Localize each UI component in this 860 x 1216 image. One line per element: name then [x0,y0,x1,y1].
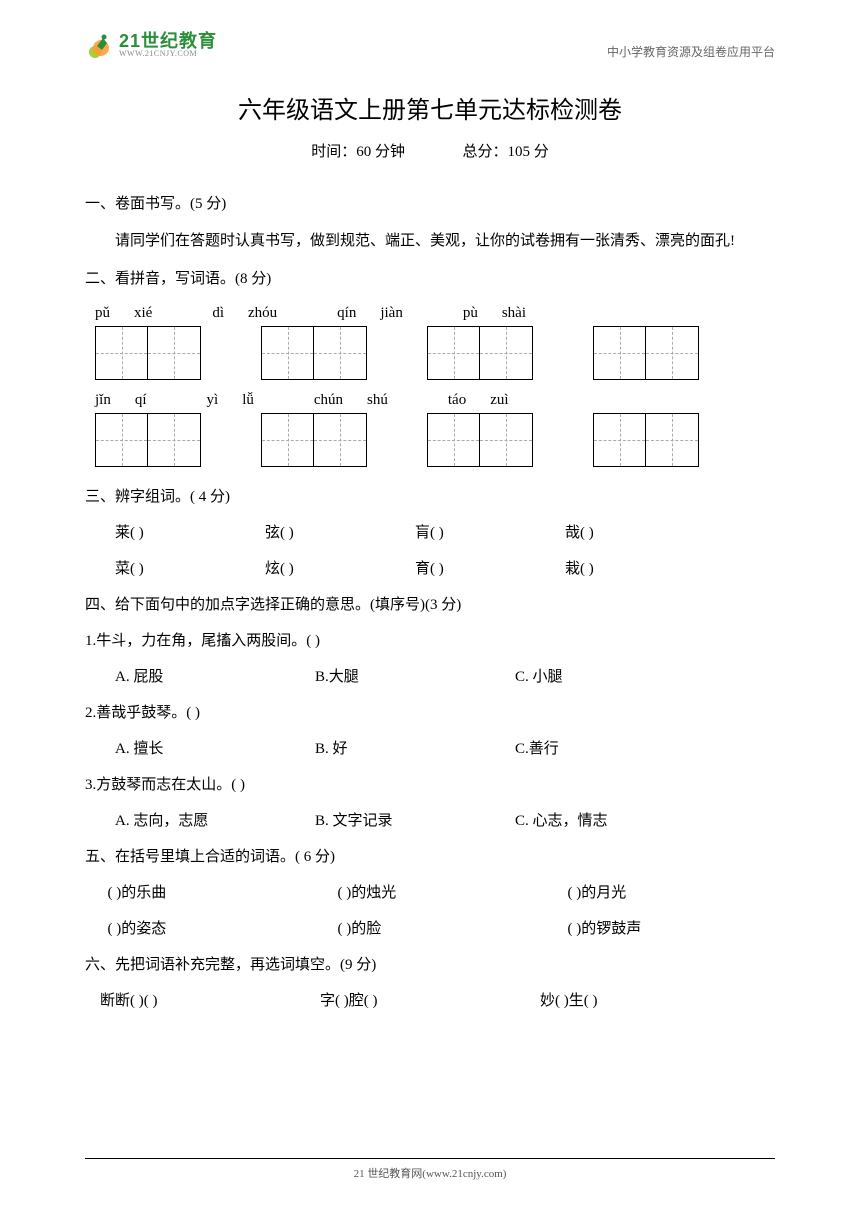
tian-grid[interactable] [427,413,533,467]
page-header: 21世纪教育 WWW.21CNJY.COM 中小学教育资源及组卷应用平台 [85,30,775,65]
tian-grid-row-1 [85,326,775,380]
option-a[interactable]: A. 擅长 [115,731,315,767]
fill-blank[interactable]: ( )的乐曲 [108,875,268,911]
pinyin-row-2: jǐn qí yì lǚ chún shú táo zuì [85,392,775,409]
q1: 1.牛斗，力在角，尾搐入两股间。( ) [85,623,775,659]
pinyin: yì [207,392,219,409]
pinyin: xié [134,305,152,322]
tian-grid[interactable] [261,326,367,380]
idiom-blank[interactable]: 断断( )( ) [100,983,320,1019]
tian-grid[interactable] [427,326,533,380]
pinyin: pǔ [95,305,110,322]
time-label: 时间：60 分钟 [311,144,405,160]
page-footer: 21 世纪教育网(www.21cnjy.com) [85,1158,775,1181]
pinyin: jiàn [380,305,403,322]
tian-grid[interactable] [593,326,699,380]
tian-grid[interactable] [593,413,699,467]
pinyin: zhóu [248,305,277,322]
pinyin: zuì [490,392,508,409]
fill-blank[interactable]: ( )的锣鼓声 [568,911,728,947]
char-blank[interactable]: 莱( ) [115,515,225,551]
pinyin: pù [463,305,478,322]
page-title: 六年级语文上册第七单元达标检测卷 [85,90,775,125]
option-a[interactable]: A. 屁股 [115,659,315,695]
q1-options: A. 屁股 B.大腿 C. 小腿 [85,659,775,695]
fill-blank[interactable]: ( )的脸 [338,911,498,947]
char-row-1: 莱( ) 弦( ) 肓( ) 哉( ) [85,515,775,551]
char-blank[interactable]: 育( ) [415,551,525,587]
section-1-body: 请同学们在答题时认真书写，做到规范、端正、美观，让你的试卷拥有一张清秀、漂亮的面… [85,222,775,261]
score-label: 总分：105 分 [463,144,549,160]
pinyin: shài [502,305,526,322]
char-blank[interactable]: 菜( ) [115,551,225,587]
tian-grid[interactable] [95,326,201,380]
pinyin: táo [448,392,466,409]
logo-text: 21世纪教育 WWW.21CNJY.COM [119,32,217,58]
char-blank[interactable]: 栽( ) [565,551,675,587]
q2: 2.善哉乎鼓琴。( ) [85,695,775,731]
header-right-text: 中小学教育资源及组卷应用平台 [607,43,775,60]
pinyin-row-1: pǔ xié dì zhóu qín jiàn pù shài [85,305,775,322]
tian-grid[interactable] [95,413,201,467]
page-subtitle: 时间：60 分钟 总分：105 分 [85,140,775,161]
fill-blank[interactable]: ( )的烛光 [338,875,498,911]
q3-options: A. 志向，志愿 B. 文字记录 C. 心志，情志 [85,803,775,839]
option-b[interactable]: B. 好 [315,731,515,767]
fill-blank[interactable]: ( )的月光 [568,875,728,911]
fill-blank[interactable]: ( )的姿态 [108,911,268,947]
option-a[interactable]: A. 志向，志愿 [115,803,315,839]
tian-grid-row-2 [85,413,775,467]
pinyin: qí [135,392,147,409]
char-blank[interactable]: 肓( ) [415,515,525,551]
option-b[interactable]: B.大腿 [315,659,515,695]
option-b[interactable]: B. 文字记录 [315,803,515,839]
tian-grid[interactable] [261,413,367,467]
idiom-blank[interactable]: 妙( )生( ) [540,983,760,1019]
idiom-blank[interactable]: 字( )腔( ) [320,983,540,1019]
logo-main-text: 21世纪教育 [119,32,217,50]
pinyin: dì [212,305,224,322]
char-blank[interactable]: 哉( ) [565,515,675,551]
logo: 21世纪教育 WWW.21CNJY.COM [85,30,217,60]
logo-icon [85,30,115,60]
pinyin: shú [367,392,388,409]
section-2-heading: 二、看拼音，写词语。(8 分) [85,261,775,297]
pinyin: chún [314,392,343,409]
logo-url: WWW.21CNJY.COM [119,50,217,58]
char-row-2: 菜( ) 炫( ) 育( ) 栽( ) [85,551,775,587]
pinyin: jǐn [95,392,111,409]
option-c[interactable]: C. 小腿 [515,659,715,695]
fill-row-1: ( )的乐曲 ( )的烛光 ( )的月光 [85,875,775,911]
char-blank[interactable]: 炫( ) [265,551,375,587]
section-6-heading: 六、先把词语补充完整，再选词填空。(9 分) [85,947,775,983]
fill-row-2: ( )的姿态 ( )的脸 ( )的锣鼓声 [85,911,775,947]
section-3-heading: 三、辨字组词。( 4 分) [85,479,775,515]
pinyin: qín [337,305,356,322]
section-1-heading: 一、卷面书写。(5 分) [85,186,775,222]
option-c[interactable]: C. 心志，情志 [515,803,715,839]
q2-options: A. 擅长 B. 好 C.善行 [85,731,775,767]
pinyin: lǚ [242,392,254,409]
char-blank[interactable]: 弦( ) [265,515,375,551]
section-5-heading: 五、在括号里填上合适的词语。( 6 分) [85,839,775,875]
option-c[interactable]: C.善行 [515,731,715,767]
section-4-heading: 四、给下面句中的加点字选择正确的意思。(填序号)(3 分) [85,587,775,623]
q3: 3.方鼓琴而志在太山。( ) [85,767,775,803]
six-row: 断断( )( ) 字( )腔( ) 妙( )生( ) [85,983,775,1019]
